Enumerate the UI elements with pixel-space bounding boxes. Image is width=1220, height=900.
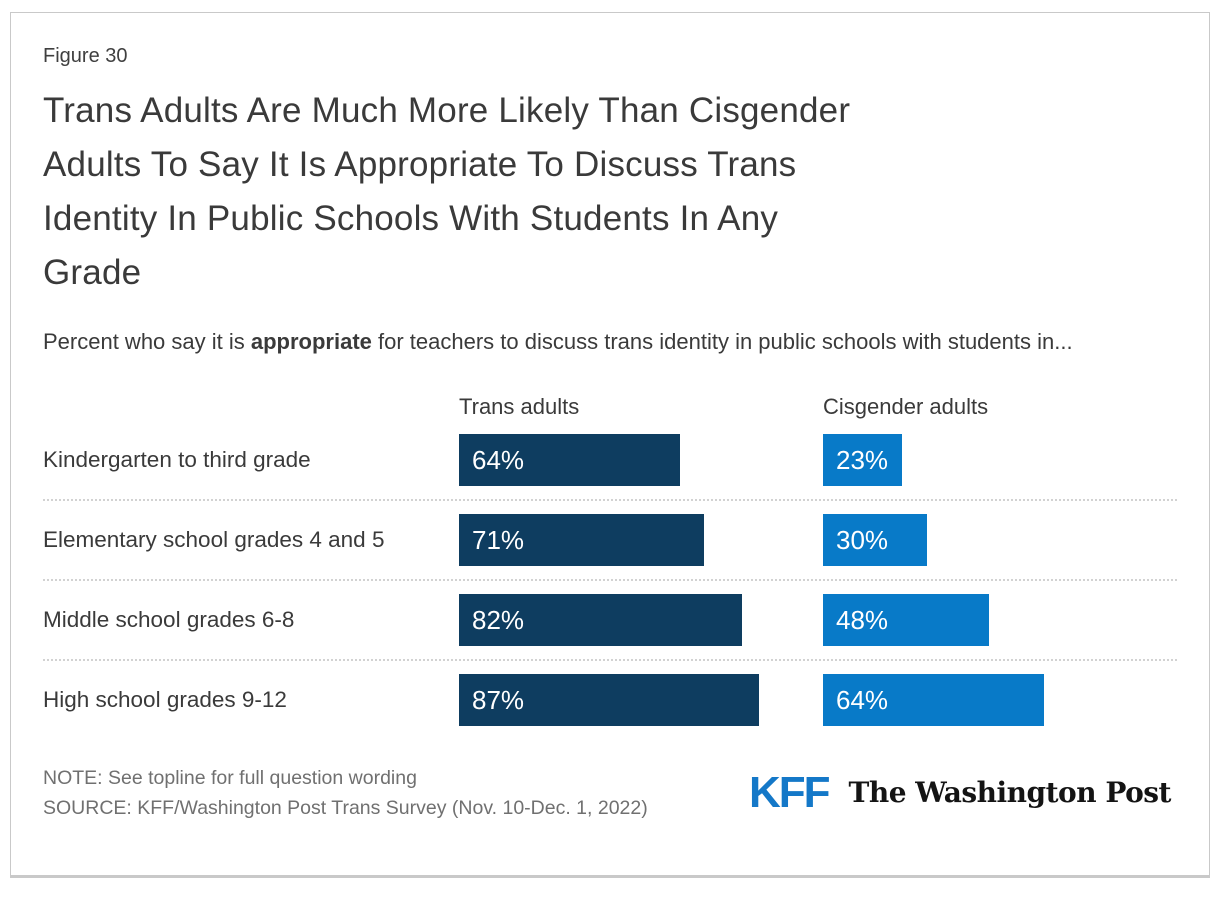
chart-row: Kindergarten to third grade 64% 23%	[43, 421, 1177, 499]
series-header-cisgender-adults: Cisgender adults	[823, 394, 989, 419]
subtitle-prefix: Percent who say it is	[43, 329, 251, 354]
bar-trans-adults: 82%	[459, 594, 742, 646]
logos: KFF The Washington Post	[749, 771, 1177, 815]
chart-title-line-1: Trans Adults Are Much More Likely Than C…	[43, 91, 851, 130]
chart-row: High school grades 9-12 87% 64%	[43, 659, 1177, 739]
bar-trans-adults: 64%	[459, 434, 680, 486]
bar-cell: 48%	[823, 594, 1177, 646]
bar-cell: 64%	[459, 434, 823, 486]
bar-cell: 23%	[823, 434, 1177, 486]
chart-title-line-2: Adults To Say It Is Appropriate To Discu…	[43, 145, 797, 184]
footer: NOTE: See topline for full question word…	[43, 763, 1177, 823]
page: Figure 30 Trans Adults Are Much More Lik…	[0, 12, 1220, 900]
figure-card: Figure 30 Trans Adults Are Much More Lik…	[10, 12, 1210, 878]
bar-cell: 64%	[823, 674, 1177, 726]
footer-notes: NOTE: See topline for full question word…	[43, 763, 648, 823]
row-label: Middle school grades 6-8	[43, 607, 295, 632]
chart-title: Trans Adults Are Much More Likely Than C…	[43, 84, 1177, 300]
bar-cell: 82%	[459, 594, 823, 646]
chart-title-line-3: Identity In Public Schools With Students…	[43, 199, 779, 238]
series-header-trans-adults: Trans adults	[459, 394, 580, 419]
kff-logo: KFF	[748, 768, 831, 817]
chart-row: Middle school grades 6-8 82% 48%	[43, 579, 1177, 659]
chart-row: Elementary school grades 4 and 5 71% 30%	[43, 499, 1177, 579]
bar-cell: 30%	[823, 514, 1177, 566]
chart-subtitle: Percent who say it is appropriate for te…	[43, 324, 1148, 360]
bar-trans-adults: 71%	[459, 514, 704, 566]
bar-cell: 87%	[459, 674, 823, 726]
bar-trans-adults: 87%	[459, 674, 760, 726]
bar-chart: Trans adults Cisgender adults Kindergart…	[43, 394, 1177, 739]
subtitle-suffix: for teachers to discuss trans identity i…	[371, 329, 1073, 354]
row-label: Elementary school grades 4 and 5	[43, 527, 385, 552]
chart-title-line-4: Grade	[43, 253, 142, 292]
series-headers: Trans adults Cisgender adults	[43, 394, 1177, 420]
bar-cisgender-adults: 64%	[823, 674, 1044, 726]
subtitle-bold-word: appropriate	[250, 329, 372, 354]
source-text: SOURCE: KFF/Washington Post Trans Survey…	[43, 797, 648, 819]
row-label: High school grades 9-12	[43, 687, 287, 712]
chart-rows: Kindergarten to third grade 64% 23% Element…	[43, 421, 1177, 739]
bar-cisgender-adults: 48%	[823, 594, 989, 646]
bar-cisgender-adults: 23%	[823, 434, 903, 486]
bar-cisgender-adults: 30%	[823, 514, 927, 566]
washington-post-logo: The Washington Post	[848, 776, 1172, 809]
bar-cell: 71%	[459, 514, 823, 566]
row-label: Kindergarten to third grade	[43, 447, 311, 472]
note-text: NOTE: See topline for full question word…	[43, 767, 417, 789]
figure-label: Figure 30	[43, 45, 128, 67]
